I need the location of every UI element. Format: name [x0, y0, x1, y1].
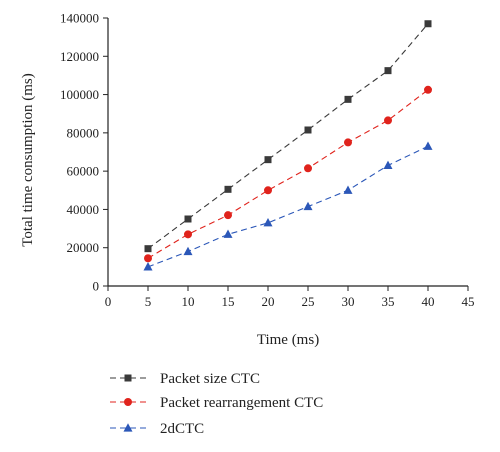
data-point-circle — [344, 138, 352, 147]
legend-marker — [123, 423, 133, 432]
legend-label: Packet rearrangement CTC — [160, 395, 323, 411]
x-tick-label: 45 — [462, 294, 475, 309]
legend-marker — [124, 374, 132, 382]
data-point-square — [304, 126, 312, 134]
x-tick-label: 15 — [222, 294, 235, 309]
data-point-circle — [264, 186, 272, 195]
series-line — [147, 145, 429, 268]
data-point-square — [144, 245, 152, 253]
data-point-triangle — [263, 218, 273, 227]
data-point-square — [224, 185, 232, 193]
series-1 — [144, 85, 432, 263]
legend-label: 2dCTC — [160, 421, 204, 437]
data-point-square — [344, 95, 352, 103]
chart-series — [143, 20, 433, 271]
data-point-circle — [184, 230, 192, 239]
legend-item: Packet rearrangement CTC — [110, 395, 323, 411]
y-tick-label: 140000 — [60, 11, 99, 26]
data-point-triangle — [303, 201, 313, 211]
data-point-circle — [224, 211, 232, 220]
series-line — [147, 23, 429, 250]
data-point-triangle — [143, 262, 153, 271]
x-tick-label: 5 — [145, 294, 152, 309]
data-point-triangle — [183, 246, 193, 256]
data-point-triangle — [423, 141, 433, 150]
y-tick-label: 60000 — [67, 164, 100, 179]
chart-axes: 0 5 10 15 20 25 30 35 40 45 0 20000 40000 60000 80000 1… — [60, 11, 475, 310]
y-axis-title: Total time consumption (ms) — [20, 73, 36, 247]
y-tick-label: 120000 — [60, 49, 99, 64]
data-point-triangle — [383, 160, 393, 169]
data-point-square — [264, 156, 272, 164]
data-point-circle — [304, 164, 312, 173]
x-tick-label: 20 — [262, 294, 275, 309]
data-point-circle — [144, 254, 152, 263]
series-2 — [143, 141, 433, 271]
y-tick-label: 40000 — [67, 202, 100, 217]
x-tick-label: 25 — [302, 294, 315, 309]
x-tick-label: 0 — [105, 294, 112, 309]
y-tick-label: 80000 — [67, 125, 100, 140]
x-axis-title: Time (ms) — [257, 332, 319, 348]
legend-item: Packet size CTC — [110, 371, 260, 387]
data-point-square — [424, 20, 432, 28]
chart-legend: Packet size CTC Packet rearrangement CTC 2… — [110, 371, 323, 437]
legend-item: 2dCTC — [110, 421, 204, 437]
legend-label: Packet size CTC — [160, 371, 260, 387]
x-tick-label: 40 — [422, 294, 435, 309]
data-point-square — [184, 215, 192, 223]
x-tick-label: 10 — [182, 294, 195, 309]
x-tick-label: 35 — [382, 294, 395, 309]
data-point-triangle — [343, 185, 353, 194]
y-tick-label: 20000 — [67, 240, 100, 255]
data-point-circle — [384, 116, 392, 125]
series-0 — [144, 20, 432, 253]
legend-marker — [124, 398, 132, 406]
y-tick-label: 100000 — [60, 87, 99, 102]
data-point-triangle — [223, 229, 233, 238]
x-tick-label: 30 — [342, 294, 355, 309]
data-point-circle — [424, 85, 432, 94]
y-tick-label: 0 — [93, 279, 100, 294]
series-line — [147, 89, 429, 259]
data-point-square — [384, 67, 392, 75]
